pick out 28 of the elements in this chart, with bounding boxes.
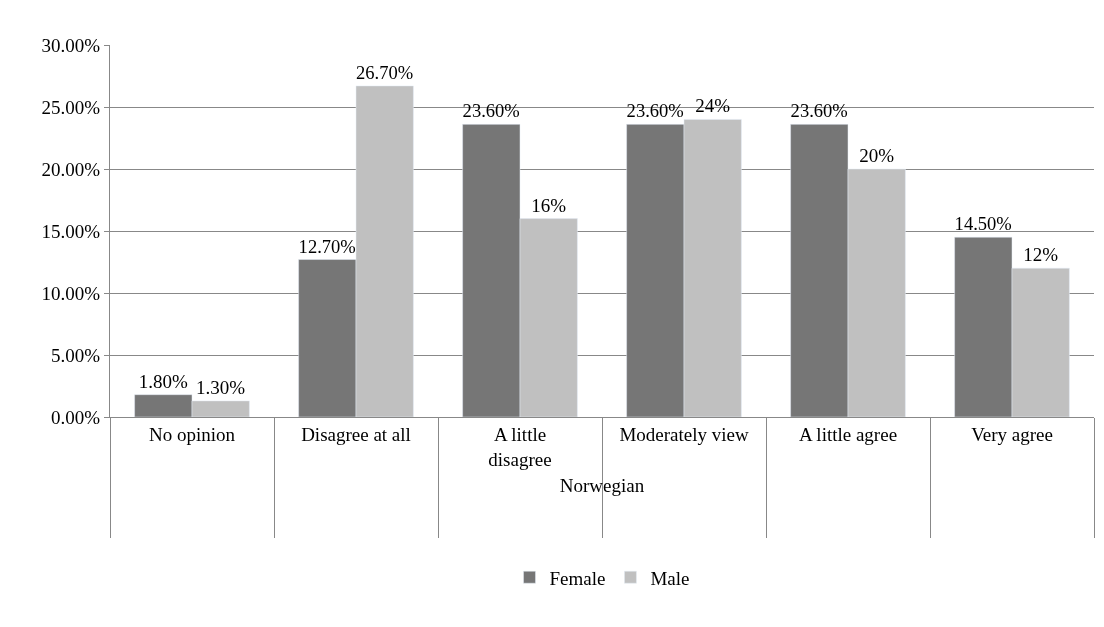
data-label: 1.80% <box>138 370 188 392</box>
x-axis-title: Norwegian <box>559 475 645 497</box>
data-label: 16% <box>531 194 567 216</box>
y-tick-label: 0.00% <box>51 406 101 428</box>
data-label: 12.70% <box>298 235 356 257</box>
data-label: 23.60% <box>462 100 520 122</box>
x-tick-label: A little agree <box>798 423 898 445</box>
y-tick-label: 15.00% <box>41 220 101 242</box>
x-tick-label: No opinion <box>148 423 236 445</box>
y-tick-label: 20.00% <box>41 158 101 180</box>
data-label: 23.60% <box>626 100 684 122</box>
data-label: 23.60% <box>790 100 848 122</box>
y-tick-label: 10.00% <box>41 282 101 304</box>
y-tick-label: 5.00% <box>51 344 101 366</box>
y-tick-label: 30.00% <box>41 34 101 56</box>
y-tick-label: 25.00% <box>41 96 101 118</box>
data-label: 1.30% <box>196 376 246 398</box>
x-tick-label: A little disagree <box>488 423 552 470</box>
data-label: 14.50% <box>954 213 1012 235</box>
data-label: 12% <box>1023 244 1059 266</box>
data-label: 26.70% <box>356 62 414 84</box>
legend-label: Female <box>549 567 606 589</box>
x-tick-label: Very agree <box>971 423 1053 445</box>
data-label: 24% <box>695 95 731 117</box>
x-tick-label: Moderately view <box>619 423 749 445</box>
x-tick-label: Disagree at all <box>301 423 411 445</box>
data-label: 20% <box>859 145 895 166</box>
legend-label: Male <box>650 567 690 589</box>
